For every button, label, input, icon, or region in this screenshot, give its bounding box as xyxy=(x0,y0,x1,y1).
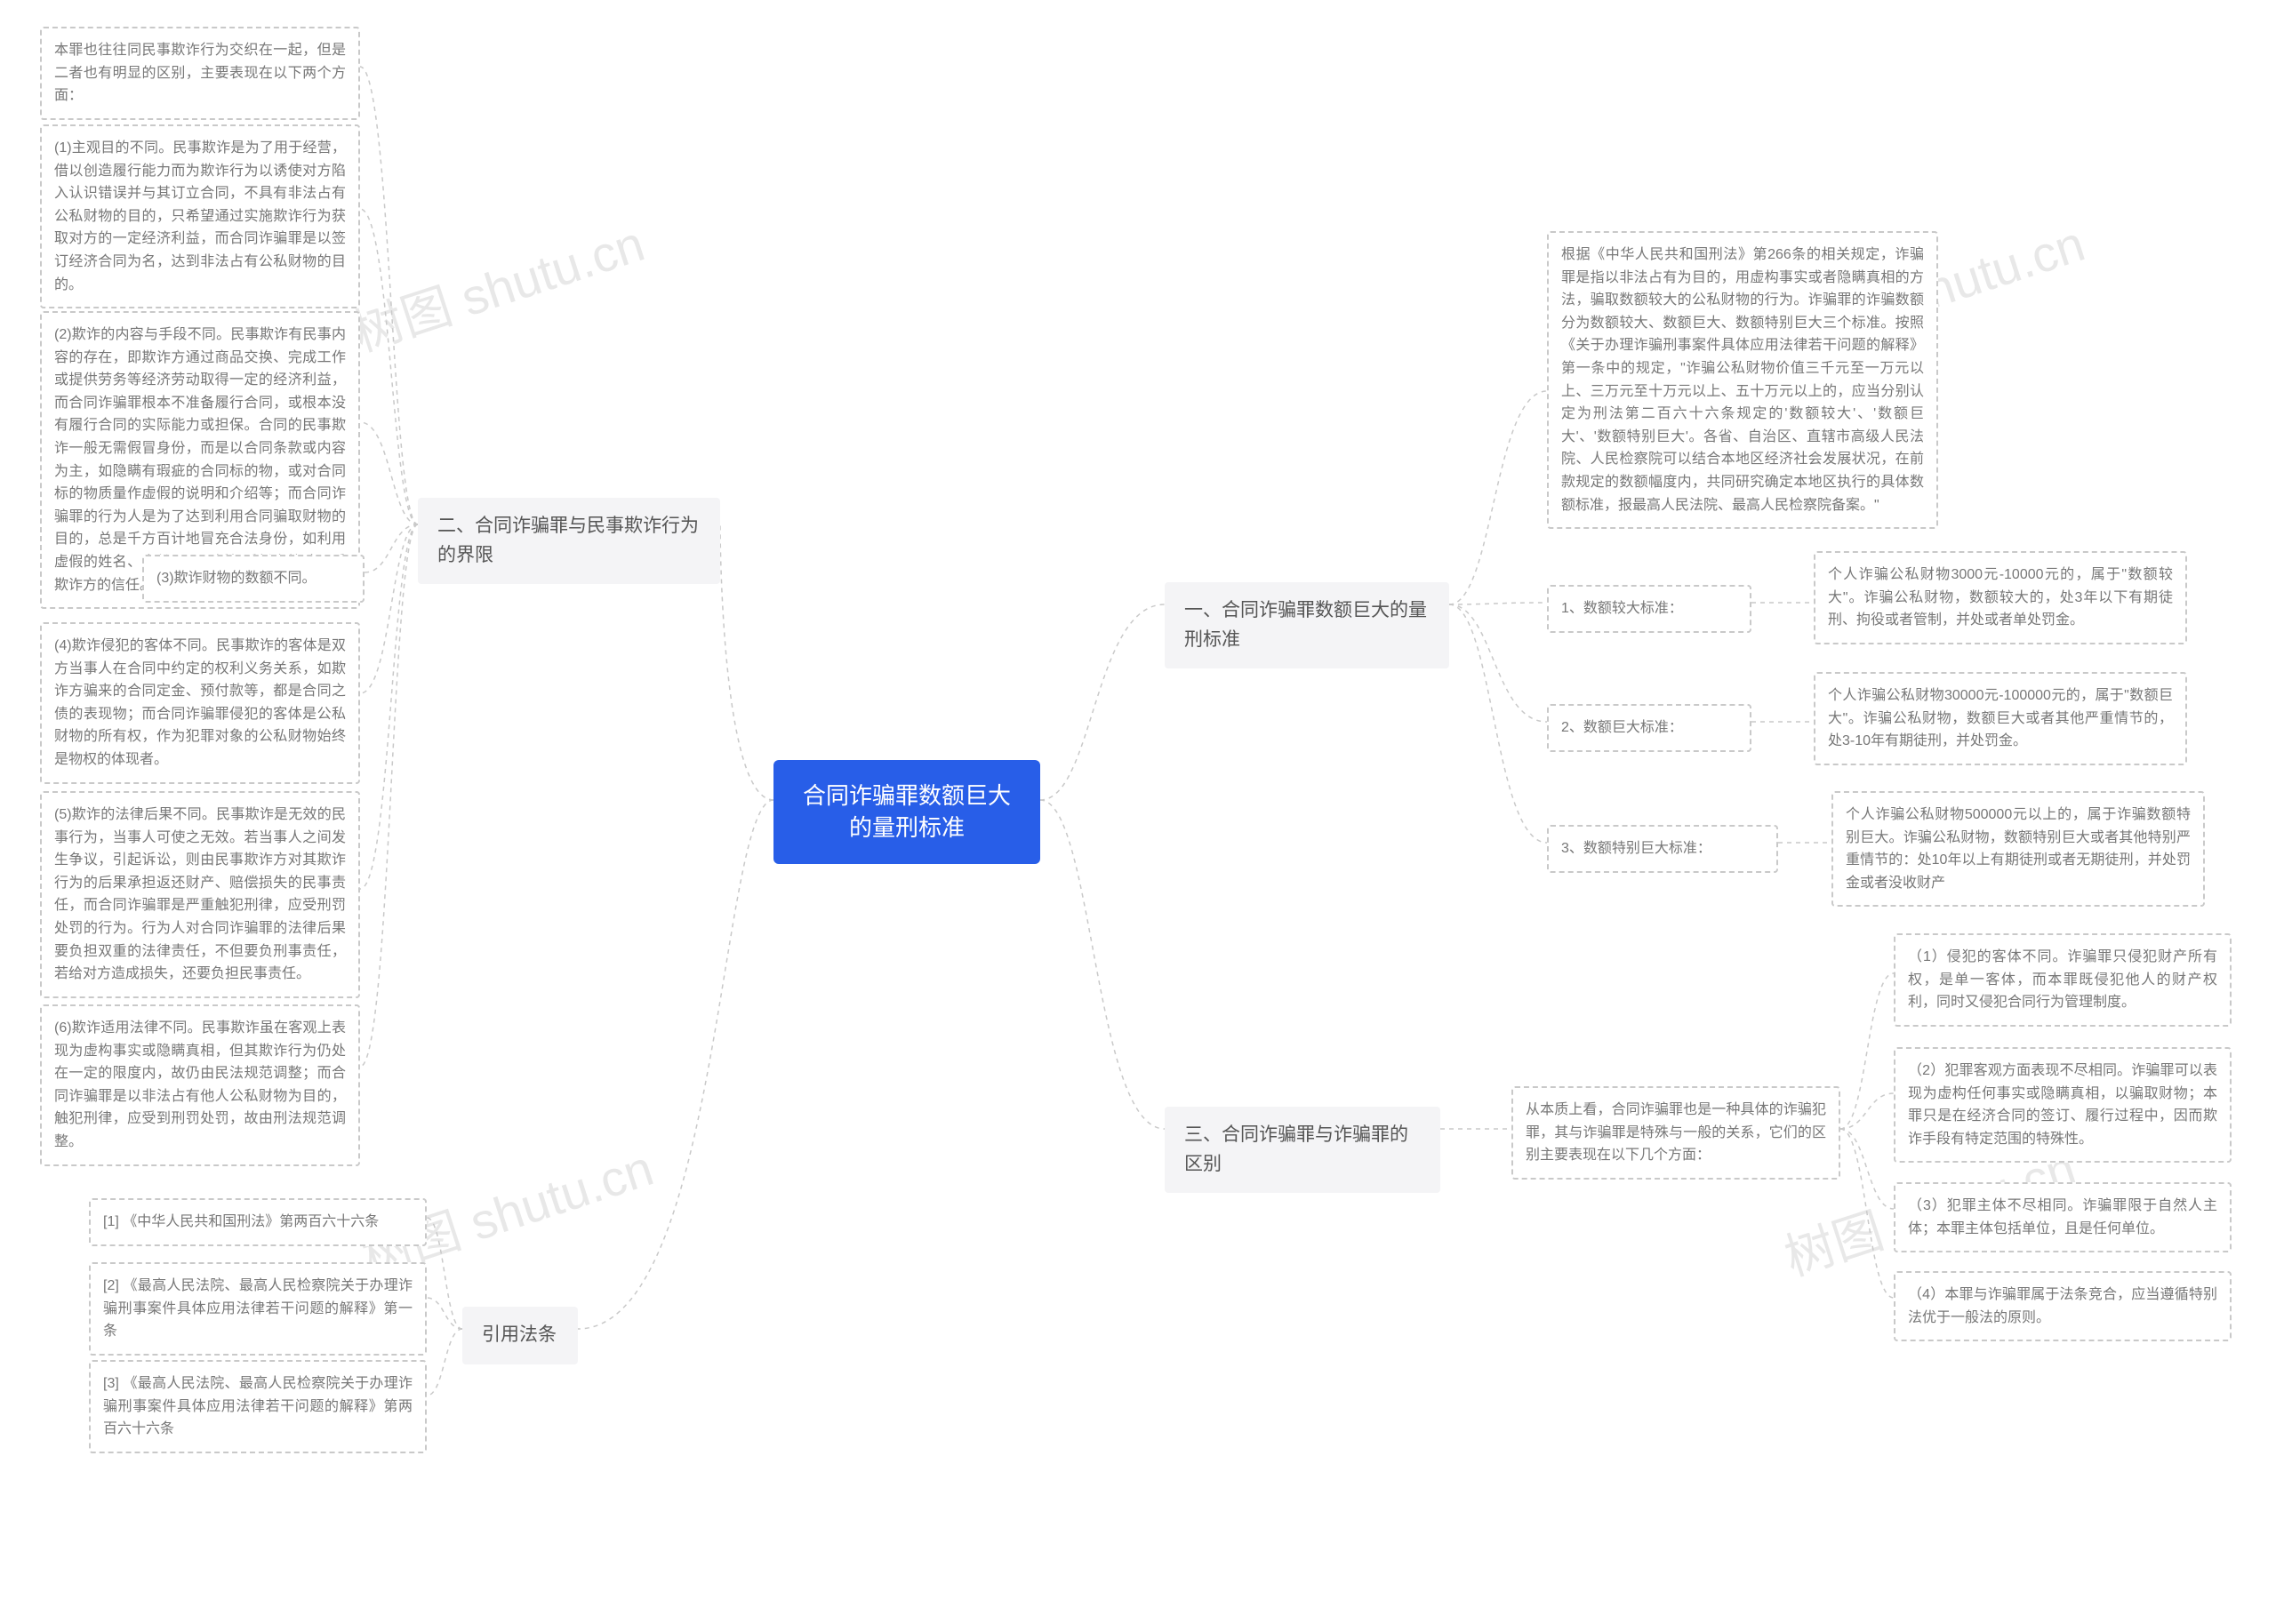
branch-4: 引用法条 xyxy=(462,1307,578,1364)
branch-3-leaf-1: （1）侵犯的客体不同。诈骗罪只侵犯财产所有权，是单一客体，而本罪既侵犯他人的财产… xyxy=(1894,933,2232,1027)
branch-1-leaf-1: 个人诈骗公私财物3000元-10000元的，属于"数额较大"。诈骗公私财物，数额… xyxy=(1814,551,2187,644)
branch-3-leaf-3: （3）犯罪主体不尽相同。诈骗罪限于自然人主体；本罪主体包括单位，且是任何单位。 xyxy=(1894,1182,2232,1252)
branch-2-leaf-4: (4)欺诈侵犯的客体不同。民事欺诈的客体是双方当事人在合同中约定的权利义务关系，… xyxy=(40,622,360,784)
branch-3: 三、合同诈骗罪与诈骗罪的区别 xyxy=(1165,1107,1440,1193)
branch-1-sub-3: 3、数额特别巨大标准： xyxy=(1547,825,1778,873)
branch-2-leaf-6: (6)欺诈适用法律不同。民事欺诈虽在客观上表现为虚构事实或隐瞒真相，但其欺诈行为… xyxy=(40,1004,360,1166)
watermark: 树图 shutu.cn xyxy=(343,204,653,366)
branch-4-leaf-3: [3] 《最高人民法院、最高人民检察院关于办理诈骗刑事案件具体应用法律若干问题的… xyxy=(89,1360,427,1453)
branch-2: 二、合同诈骗罪与民事欺诈行为的界限 xyxy=(418,498,720,584)
branch-3-mid: 从本质上看，合同诈骗罪也是一种具体的诈骗犯罪，其与诈骗罪是特殊与一般的关系，它们… xyxy=(1511,1086,1840,1180)
center-node: 合同诈骗罪数额巨大的量刑标准 xyxy=(773,760,1040,864)
branch-4-leaf-2: [2] 《最高人民法院、最高人民检察院关于办理诈骗刑事案件具体应用法律若干问题的… xyxy=(89,1262,427,1356)
branch-3-leaf-2: （2）犯罪客观方面表现不尽相同。诈骗罪可以表现为虚构任何事实或隐瞒真相，以骗取财… xyxy=(1894,1047,2232,1163)
branch-2-leaf-5: (5)欺诈的法律后果不同。民事欺诈是无效的民事行为，当事人可使之无效。若当事人之… xyxy=(40,791,360,998)
branch-1-sub-2: 2、数额巨大标准： xyxy=(1547,704,1751,752)
branch-2-leaf-0: 本罪也往往同民事欺诈行为交织在一起，但是二者也有明显的区别，主要表现在以下两个方… xyxy=(40,27,360,120)
branch-2-leaf-1: (1)主观目的不同。民事欺诈是为了用于经营，借以创造履行能力而为欺诈行为以诱使对… xyxy=(40,124,360,308)
branch-1-leaf-3: 个人诈骗公私财物500000元以上的，属于诈骗数额特别巨大。诈骗公私财物，数额特… xyxy=(1831,791,2205,907)
branch-4-leaf-1: [1] 《中华人民共和国刑法》第两百六十六条 xyxy=(89,1198,427,1246)
branch-1: 一、合同诈骗罪数额巨大的量刑标准 xyxy=(1165,582,1449,668)
branch-1-leaf-2: 个人诈骗公私财物30000元-100000元的，属于"数额巨大"。诈骗公私财物，… xyxy=(1814,672,2187,765)
branch-1-sub-1: 1、数额较大标准： xyxy=(1547,585,1751,633)
branch-3-leaf-4: （4）本罪与诈骗罪属于法条竞合，应当遵循特别法优于一般法的原则。 xyxy=(1894,1271,2232,1341)
branch-2-leaf-3: (3)欺诈财物的数额不同。 xyxy=(142,555,365,603)
branch-1-intro: 根据《中华人民共和国刑法》第266条的相关规定，诈骗罪是指以非法占有为目的，用虚… xyxy=(1547,231,1938,529)
